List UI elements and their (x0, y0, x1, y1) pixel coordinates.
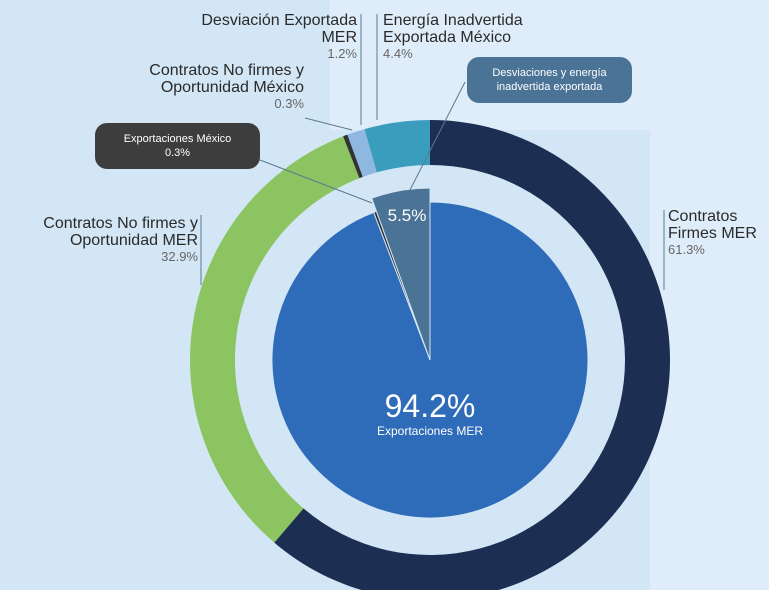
leader-line (409, 81, 466, 191)
callout-value: 0.3% (164, 147, 191, 159)
outer-segment (343, 134, 363, 179)
inner-segment (371, 187, 431, 361)
callout-name: Desviaciones y energía inadvertida expor… (492, 67, 607, 93)
background-shape (330, 0, 769, 590)
outer-label: Desviación Exportada MER 1.2% (200, 12, 357, 61)
callout-box: Desviaciones y energía inadvertida expor… (467, 57, 632, 103)
outer-segment (189, 136, 360, 543)
label-name: Contratos No firmes y Oportunidad MER (43, 215, 198, 249)
callout-box: Exportaciones México 0.3% (95, 123, 260, 169)
outer-label: Contratos No firmes y Oportunidad MER 32.… (6, 215, 198, 264)
outer-label: Energía Inadvertida Exportada México 4.4% (383, 12, 563, 61)
label-value: 61.3% (668, 242, 705, 257)
label-value: 0.3% (274, 96, 304, 111)
slice-value: 5.5% (387, 206, 427, 225)
label-name: Contratos No firmes y Oportunidad México (149, 62, 304, 96)
callout-name: Exportaciones México (123, 133, 232, 145)
outer-segment (347, 129, 377, 177)
leader-line (259, 159, 373, 204)
center-value: 94.2% (384, 388, 476, 424)
label-name: Energía Inadvertida Exportada México (383, 12, 523, 46)
outer-segment (274, 120, 670, 590)
center-name: Exportaciones MER (376, 424, 484, 438)
label-name: Desviación Exportada MER (201, 12, 357, 46)
outer-segment (364, 120, 430, 173)
label-name: Contratos Firmes MER (668, 208, 757, 242)
outer-label: Contratos No firmes y Oportunidad México… (84, 62, 304, 111)
leader-line (304, 117, 353, 131)
outer-label: Contratos Firmes MER 61.3% (668, 208, 768, 257)
label-value: 4.4% (383, 46, 413, 61)
label-value: 1.2% (327, 46, 357, 61)
label-value: 32.9% (161, 249, 198, 264)
